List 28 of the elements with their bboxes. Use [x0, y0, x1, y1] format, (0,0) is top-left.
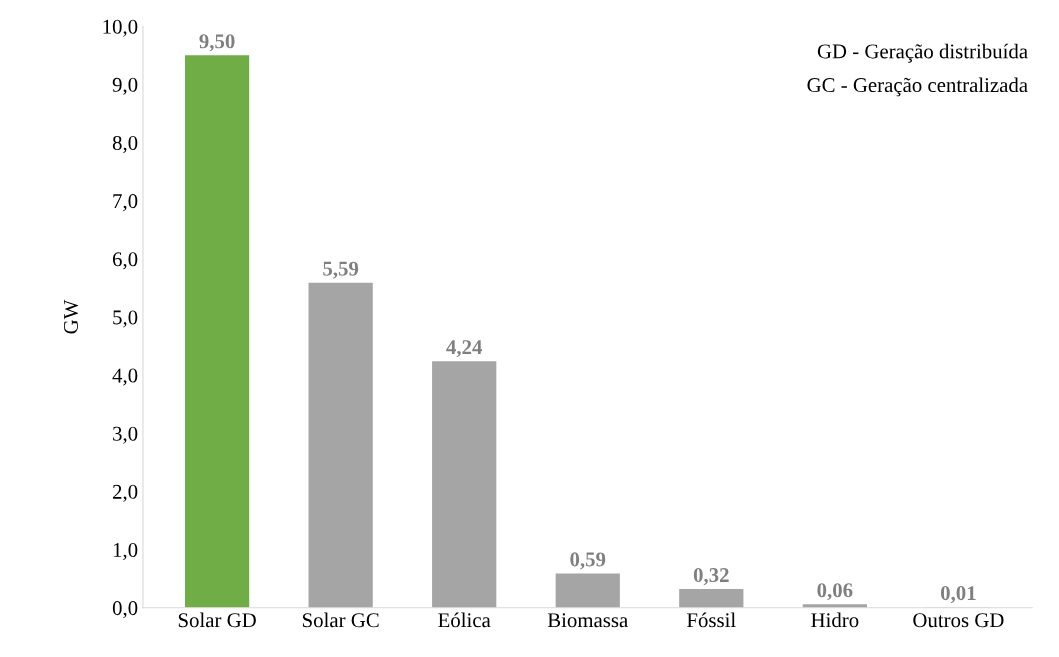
y-axis-title: GW — [63, 299, 79, 334]
x-tick-label: Biomassa — [547, 613, 628, 628]
y-tick-label: 0,0 — [112, 601, 138, 619]
y-tick-label: 4,0 — [112, 368, 138, 386]
y-tick-label: 3,0 — [113, 426, 138, 444]
y-tick-label: 7,0 — [113, 194, 138, 212]
annotation: GC - Geração centralizada — [807, 77, 1028, 97]
data-label: 9,50 — [199, 34, 235, 52]
data-label: 4,24 — [446, 340, 483, 358]
data-label: 0,59 — [570, 552, 606, 570]
data-label: 5,59 — [323, 261, 359, 279]
y-tick-label: 2,0 — [112, 484, 138, 502]
x-tick-label: Solar GD — [178, 612, 256, 628]
data-label: 0,01 — [940, 586, 976, 604]
y-tick-label: 9,0 — [112, 77, 138, 95]
y-tick-label: 5,0 — [113, 310, 138, 328]
x-tick-label: Outros GD — [913, 613, 1004, 628]
x-tick-label: Fóssil — [687, 612, 736, 628]
data-label: 0,06 — [817, 583, 853, 601]
data-label: 0,32 — [693, 568, 729, 586]
x-tick-label: Eólica — [438, 612, 491, 628]
y-tick-label: 6,0 — [112, 252, 138, 270]
x-tick-label: Solar GC — [302, 612, 379, 628]
annotation: GD - Geração distribuída — [817, 43, 1028, 63]
y-tick-label: 10,0 — [103, 19, 138, 37]
y-tick-label: 1,0 — [113, 542, 138, 561]
x-tick-label: Hidro — [811, 612, 859, 628]
y-tick-label: 8,0 — [112, 135, 138, 153]
